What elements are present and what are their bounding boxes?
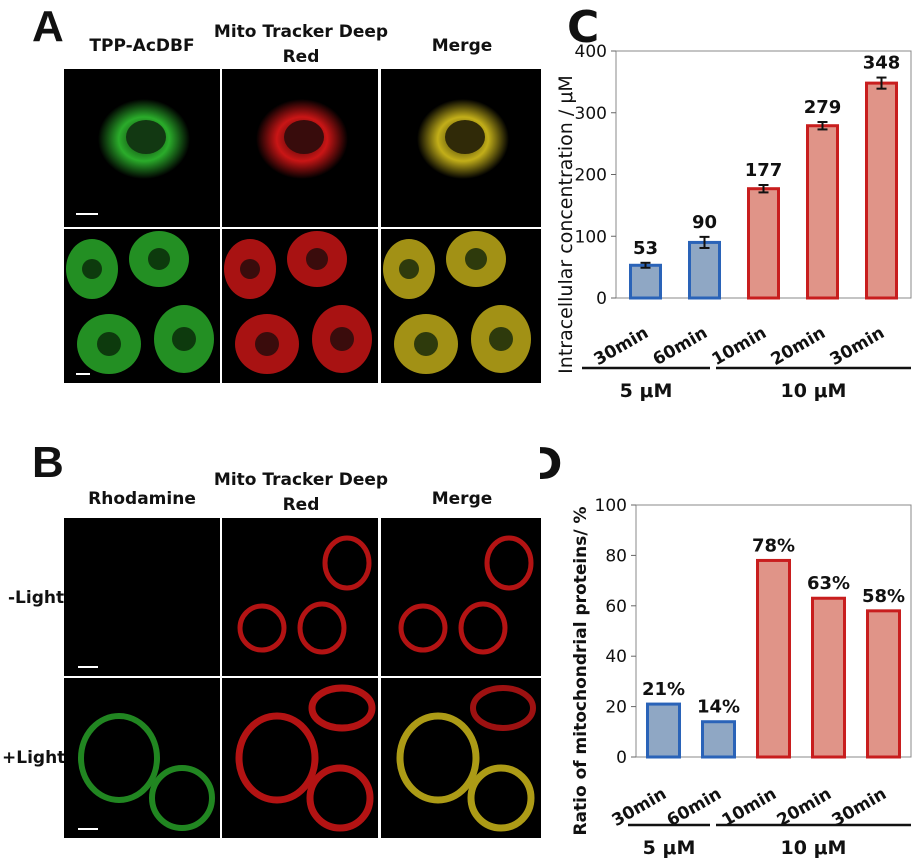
panel-label: C [567, 2, 599, 53]
group-label: 5 μM [643, 837, 696, 859]
panel-b-image-rhodamine-light [64, 678, 220, 838]
bar [629, 263, 662, 300]
bar-value-label: 279 [804, 97, 842, 118]
panel-a-image-mitotracker-top [222, 69, 378, 227]
panel-b-row-label-minus-light: -Light [8, 588, 65, 608]
x-category-label: 30min [591, 323, 652, 370]
panel-a-header-tpp-acdbf: TPP-AcDBF [89, 36, 195, 56]
bar [865, 81, 898, 300]
y-tick-label: 100 [595, 496, 627, 516]
panel-b-image-mitotracker-dark [222, 518, 378, 676]
x-category-label: 20min [768, 323, 829, 370]
x-category-label: 30min [827, 323, 888, 370]
bar-value-label: 177 [745, 160, 783, 181]
bar-value-label: 53 [633, 238, 658, 259]
bar-value-label: 21% [642, 679, 685, 700]
y-tick-label: 40 [605, 647, 627, 667]
panel-a-image-tpp-acdbf-top [64, 69, 220, 227]
panel-a-image-merge-bottom [381, 229, 541, 383]
panel-label: D [540, 440, 563, 490]
x-category-label: 60min [650, 323, 711, 370]
panel-b-header-rhodamine: Rhodamine [88, 489, 196, 509]
panel-b-image-merge-light [381, 678, 541, 838]
bar [701, 720, 736, 759]
bar [756, 558, 791, 759]
y-tick-label: 400 [575, 42, 607, 62]
x-category-label: 10min [709, 323, 770, 370]
panel-a-image-mitotracker-bottom [222, 229, 378, 383]
scale-bar [78, 828, 98, 830]
bar-value-label: 78% [752, 535, 795, 556]
panel-b-label: B [32, 438, 64, 487]
bar [811, 596, 846, 759]
bar [866, 609, 901, 759]
bar-value-label: 63% [807, 573, 850, 594]
y-tick-label: 300 [575, 104, 607, 124]
panel-a-image-merge-top [381, 69, 541, 227]
group-label: 10 μM [781, 837, 847, 859]
y-tick-label: 20 [605, 698, 627, 718]
scale-bar [76, 213, 98, 215]
bar-value-label: 14% [697, 697, 740, 718]
scale-bar [76, 373, 90, 375]
bar [747, 187, 780, 300]
panel-a-label: A [32, 2, 64, 51]
panel-b-row-label-plus-light: +Light [2, 748, 66, 768]
chart-c: C 0 100 200 300 400 Intracellular concentratio… [555, 2, 912, 402]
panel-b-header-merge: Merge [431, 489, 493, 509]
y-axis-label: Intracellular concentration / μM [555, 75, 577, 374]
panel-b-image-rhodamine-dark [64, 518, 220, 676]
panel-a-header-mitotracker: Mito Tracker Deep Red [213, 22, 389, 67]
y-tick-label: 200 [575, 166, 607, 186]
panel-a-header-merge: Merge [431, 36, 493, 56]
bar-value-label: 348 [863, 53, 901, 74]
group-label: 5 μM [620, 380, 673, 402]
y-tick-label: 100 [575, 227, 607, 247]
panel-a-image-tpp-acdbf-bottom [64, 229, 220, 383]
y-tick-label: 60 [605, 597, 627, 617]
bar [646, 702, 681, 759]
scale-bar [78, 666, 98, 668]
panel-b-header-mitotracker: Mito Tracker Deep Red [213, 470, 389, 515]
bar-value-label: 58% [862, 586, 905, 607]
y-tick-label: 0 [616, 748, 627, 768]
bar-value-label: 90 [692, 212, 717, 233]
y-tick-label: 0 [596, 289, 607, 309]
y-axis-label: Ratio of mitochondrial proteins/ % [571, 506, 591, 835]
bar [688, 240, 721, 300]
y-tick-label: 80 [605, 546, 627, 566]
panel-b-image-merge-dark [381, 518, 541, 676]
panel-b-image-mitotracker-light [222, 678, 378, 838]
bar [806, 124, 839, 300]
group-label: 10 μM [781, 380, 847, 402]
